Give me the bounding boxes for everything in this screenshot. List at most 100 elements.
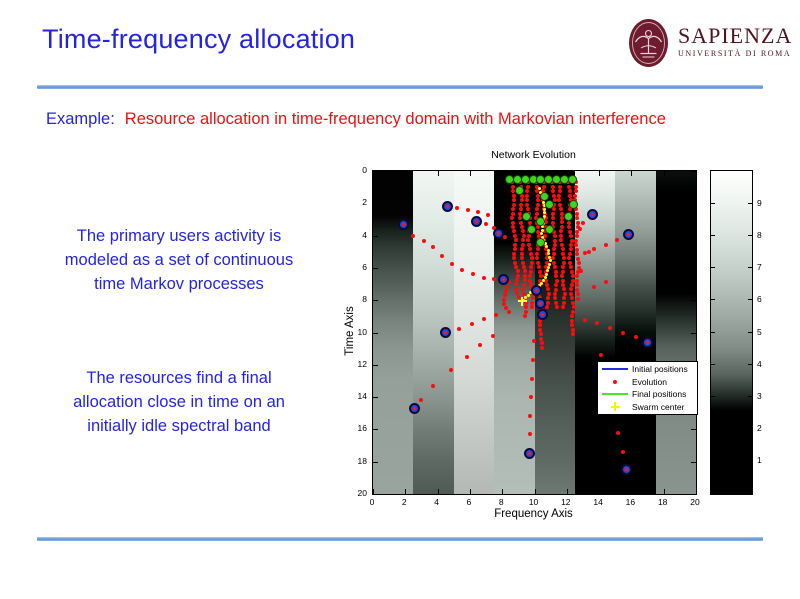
- evolution-dot: [571, 332, 576, 336]
- y-tick-mark: [373, 461, 378, 463]
- evolution-dot: [493, 312, 498, 317]
- evolution-dot: [544, 220, 549, 225]
- colorbar-tick-mark: [748, 299, 752, 301]
- colorbar-tick-mark: [748, 459, 752, 461]
- y-tick-mark: [373, 267, 378, 269]
- evolution-dot: [592, 247, 597, 252]
- evolution-dot: [567, 260, 572, 265]
- colorbar-tick-mark: [711, 395, 715, 397]
- evolution-dot: [608, 325, 613, 330]
- evolution-dot: [525, 189, 530, 194]
- evolution-dot: [567, 207, 572, 212]
- swarm-center-dot: [548, 255, 552, 259]
- evolution-dot: [502, 301, 507, 306]
- evolution-dot: [529, 256, 534, 261]
- colorbar-tick-mark: [748, 235, 752, 237]
- evolution-dot: [560, 278, 565, 283]
- logo-wordmark: SAPIENZA UNIVERSITÀ DI ROMA: [678, 25, 792, 59]
- colorbar-tick-mark: [748, 395, 752, 397]
- evolution-dot: [519, 202, 524, 207]
- colorbar: [710, 170, 753, 495]
- y-tick-mark: [691, 235, 696, 237]
- legend-dot-marker-icon: [598, 379, 632, 384]
- initial-position-core: [445, 205, 449, 209]
- evolution-dot: [430, 383, 435, 388]
- x-tick-mark: [502, 171, 504, 176]
- evolution-dot: [536, 193, 541, 198]
- y-tick-mark: [373, 203, 378, 205]
- evolution-dot: [560, 305, 565, 310]
- x-tick-label: 20: [690, 497, 700, 507]
- evolution-dot: [459, 267, 464, 272]
- x-tick-label: 0: [369, 497, 375, 507]
- evolution-dot: [555, 305, 560, 310]
- y-tick-mark: [691, 332, 696, 334]
- evolution-dot: [527, 432, 532, 437]
- initial-position-core: [626, 233, 630, 237]
- final-position-marker: [544, 224, 554, 234]
- evolution-dot: [503, 289, 508, 293]
- swarm-center-dot: [537, 187, 541, 191]
- evolution-dot: [540, 345, 545, 350]
- evolution-dot: [569, 265, 574, 270]
- evolution-dot: [531, 338, 536, 343]
- y-tick-label: 14: [357, 391, 367, 402]
- initial-position-core: [528, 452, 532, 456]
- evolution-dot: [524, 305, 529, 310]
- final-position-marker: [515, 185, 525, 195]
- evolution-dot: [510, 216, 515, 221]
- swarm-center-dot: [539, 190, 543, 194]
- evolution-dot: [522, 278, 527, 283]
- x-tick-label: 12: [561, 497, 571, 507]
- x-tick-mark: [502, 489, 504, 494]
- evolution-dot: [575, 269, 580, 274]
- evolution-dot: [543, 278, 548, 283]
- heatmap-column-5: [574, 171, 616, 494]
- initial-position-core: [413, 406, 417, 410]
- page-title: Time-frequency allocation: [42, 24, 356, 54]
- evolution-dot: [634, 335, 639, 340]
- evolution-dot: [571, 274, 576, 279]
- evolution-dot: [526, 238, 531, 243]
- initial-position-core: [541, 313, 545, 317]
- evolution-dot: [529, 305, 534, 310]
- colorbar-tick-mark: [711, 331, 715, 333]
- evolution-dot: [534, 184, 539, 189]
- evolution-dot: [541, 184, 546, 189]
- colorbar-tick-label: 6: [757, 294, 762, 305]
- evolution-dot: [570, 269, 575, 274]
- swarm-center-dot: [543, 211, 547, 215]
- evolution-dot: [523, 273, 528, 278]
- final-position-marker: [539, 192, 549, 202]
- evolution-dot: [544, 216, 549, 221]
- example-label: Example:: [46, 110, 115, 128]
- colorbar-tick-mark: [711, 459, 715, 461]
- evolution-dot: [551, 260, 556, 265]
- swarm-center-dot: [547, 265, 551, 269]
- y-tick-label: 12: [357, 358, 367, 369]
- evolution-dot: [537, 323, 542, 328]
- evolution-dot: [595, 320, 600, 325]
- evolution-dot: [534, 211, 539, 216]
- swarm-center-dot: [548, 262, 552, 266]
- evolution-dot: [513, 238, 518, 243]
- evolution-dot: [552, 292, 557, 297]
- initial-position-marker: [530, 285, 542, 296]
- evolution-dot: [520, 242, 525, 247]
- evolution-dot: [523, 300, 528, 305]
- evolution-dot: [568, 247, 573, 252]
- y-tick-mark: [691, 429, 696, 431]
- colorbar-tick-label: 2: [757, 422, 762, 433]
- swarm-center-dot: [543, 275, 547, 279]
- evolution-dot: [522, 265, 527, 270]
- legend-line-marker-icon: [598, 393, 632, 396]
- colorbar-tick-label: 3: [757, 390, 762, 401]
- y-tick-mark: [373, 171, 378, 172]
- evolution-dot: [521, 238, 526, 243]
- evolution-dot: [575, 252, 580, 257]
- evolution-dot: [554, 278, 559, 283]
- y-tick-label: 8: [362, 294, 367, 305]
- chart-legend: Initial positions Evolution Final position…: [597, 361, 698, 415]
- evolution-dot: [567, 251, 572, 256]
- evolution-dot: [518, 211, 523, 216]
